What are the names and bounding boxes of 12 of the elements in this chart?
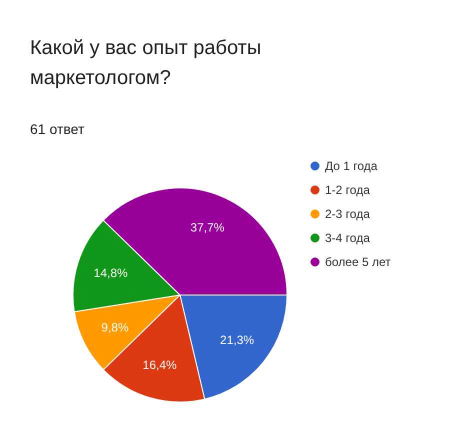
data-label: 16,4% bbox=[142, 358, 178, 372]
data-label: 14,8% bbox=[94, 266, 128, 280]
legend-label: 1-2 года bbox=[325, 183, 370, 197]
legend-label: более 5 лет bbox=[325, 255, 392, 269]
data-label: 21,3% bbox=[220, 333, 254, 348]
data-label: 37,7% bbox=[190, 220, 225, 235]
chart-title: Какой у вас опыт работы маркетологом? bbox=[30, 37, 262, 89]
legend-label: До 1 года bbox=[325, 159, 378, 173]
data-label: 9,8% bbox=[101, 320, 129, 335]
legend-label: 2-3 года bbox=[325, 207, 370, 221]
legend-label: 3-4 года bbox=[325, 231, 370, 245]
chart-subtitle: 61 ответ bbox=[30, 121, 85, 137]
